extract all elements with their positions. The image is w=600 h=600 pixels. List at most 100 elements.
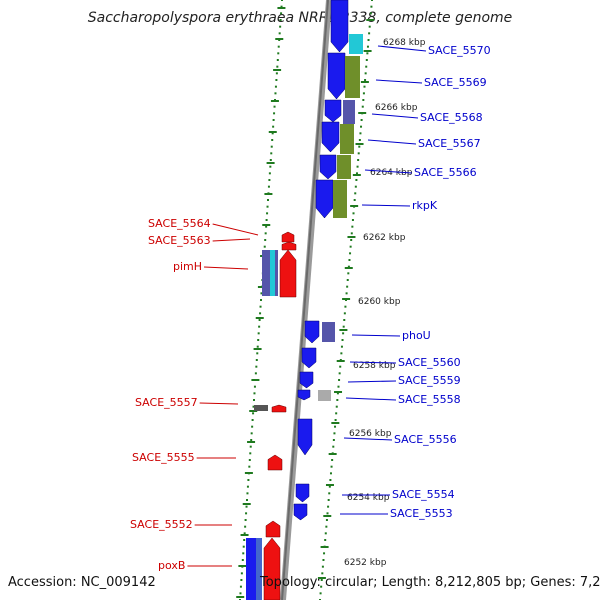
inner-tick-dot (279, 25, 282, 28)
inner-tick-dot (248, 459, 251, 461)
outer-tick-dot (355, 179, 358, 181)
kbp-marker-label: 6252 kbp (344, 558, 387, 568)
outer-tick-dot (321, 565, 324, 568)
forward-gene-arrow (304, 320, 320, 344)
outer-tick-dot (366, 52, 369, 55)
outer-tick-dot (350, 239, 353, 241)
gene-label-right: SACE_5556 (394, 433, 457, 446)
outer-tick-dot (362, 99, 365, 101)
outer-tick-dot (342, 325, 345, 328)
gene-label-right: rkpK (412, 199, 438, 212)
gene-label-connector (212, 223, 259, 236)
outer-tick-dot (332, 445, 335, 448)
inner-tick-dot (239, 585, 242, 588)
gene-block-cyan (349, 34, 363, 54)
inner-tick-dot (255, 365, 258, 368)
inner-tick-dot (280, 5, 283, 8)
inner-tick-dot (274, 85, 277, 88)
forward-gene-arrow (327, 52, 346, 100)
inner-tick-dot (251, 419, 254, 421)
outer-tick-dot (339, 365, 342, 368)
outer-tick-dot (322, 559, 325, 561)
gene-label-connector (364, 169, 413, 174)
outer-tick-dot (368, 32, 371, 35)
outer-tick-dot (337, 385, 340, 388)
outer-tick-dot (320, 579, 323, 581)
gene-block-olive (333, 180, 347, 218)
inner-tick-dot (271, 139, 274, 141)
inner-tick-dot (245, 512, 248, 515)
outer-tick-dot (335, 405, 338, 408)
gene-label-connector (204, 266, 249, 270)
inner-tick-dot (240, 579, 243, 581)
outer-tick-dot (340, 352, 343, 355)
inner-tick-dot (276, 59, 279, 61)
outer-tick-dot (351, 225, 354, 228)
outer-major-tick (317, 577, 326, 579)
inner-tick-dot (256, 352, 259, 355)
inner-tick-dot (267, 185, 270, 188)
outer-tick-dot (371, 0, 373, 1)
gene-block-slate (322, 322, 335, 342)
outer-tick-dot (321, 572, 324, 575)
inner-tick-dot (246, 492, 249, 495)
outer-tick-dot (370, 5, 373, 8)
gene-label-right: SACE_5554 (392, 488, 455, 501)
inner-tick-dot (251, 425, 254, 428)
gene-block-olive (340, 124, 354, 154)
inner-tick-dot (267, 199, 269, 201)
forward-gene-arrow (301, 347, 317, 369)
gene-label-left: SACE_5555 (132, 451, 195, 464)
gene-label-right: SACE_5553 (390, 507, 453, 520)
outer-major-tick (352, 174, 361, 176)
outer-major-tick (336, 360, 345, 362)
gene-block-olive (337, 155, 351, 179)
gene-label-connector (349, 361, 397, 364)
gene-label-right: SACE_5569 (424, 76, 487, 89)
gene-label-connector (347, 380, 397, 383)
inner-tick-dot (272, 125, 275, 128)
inner-tick-dot (249, 445, 252, 448)
gene-block-cyan (270, 250, 275, 296)
outer-tick-dot (328, 485, 331, 488)
inner-tick-dot (241, 559, 244, 561)
inner-tick-dot (281, 0, 283, 1)
gene-label-right: SACE_5568 (420, 111, 483, 124)
outer-tick-dot (345, 292, 348, 295)
inner-tick-dot (255, 359, 258, 361)
inner-tick-dot (245, 505, 248, 508)
gene-label-right: SACE_5567 (418, 137, 481, 150)
outer-tick-dot (346, 285, 349, 288)
outer-tick-dot (338, 379, 341, 381)
outer-major-tick (344, 267, 353, 269)
outer-tick-dot (354, 185, 357, 188)
inner-tick-dot (257, 332, 260, 335)
outer-tick-dot (344, 305, 347, 308)
outer-tick-dot (324, 539, 327, 541)
gene-label-connector (367, 139, 417, 145)
inner-tick-dot (276, 65, 279, 68)
gene-block-slate (343, 100, 355, 124)
outer-tick-dot (327, 505, 330, 508)
forward-gene-arrow (321, 121, 340, 153)
outer-tick-dot (364, 79, 367, 81)
outer-tick-dot (347, 272, 350, 275)
inner-tick-dot (266, 205, 269, 208)
outer-tick-dot (347, 265, 350, 268)
reverse-gene-arrow (267, 454, 283, 471)
outer-tick-dot (356, 165, 359, 168)
reverse-gene-arrow (281, 241, 297, 251)
outer-tick-dot (330, 465, 333, 468)
outer-tick-dot (327, 499, 330, 501)
inner-tick-dot (252, 412, 255, 415)
outer-tick-dot (365, 65, 368, 68)
outer-tick-dot (366, 45, 369, 48)
outer-major-tick (366, 19, 375, 21)
outer-major-tick (320, 546, 329, 548)
inner-major-tick (262, 224, 271, 226)
kbp-marker-label: 6260 kbp (358, 297, 401, 307)
inner-major-tick (266, 162, 275, 164)
outer-tick-dot (357, 159, 360, 161)
inner-tick-dot (240, 572, 243, 575)
